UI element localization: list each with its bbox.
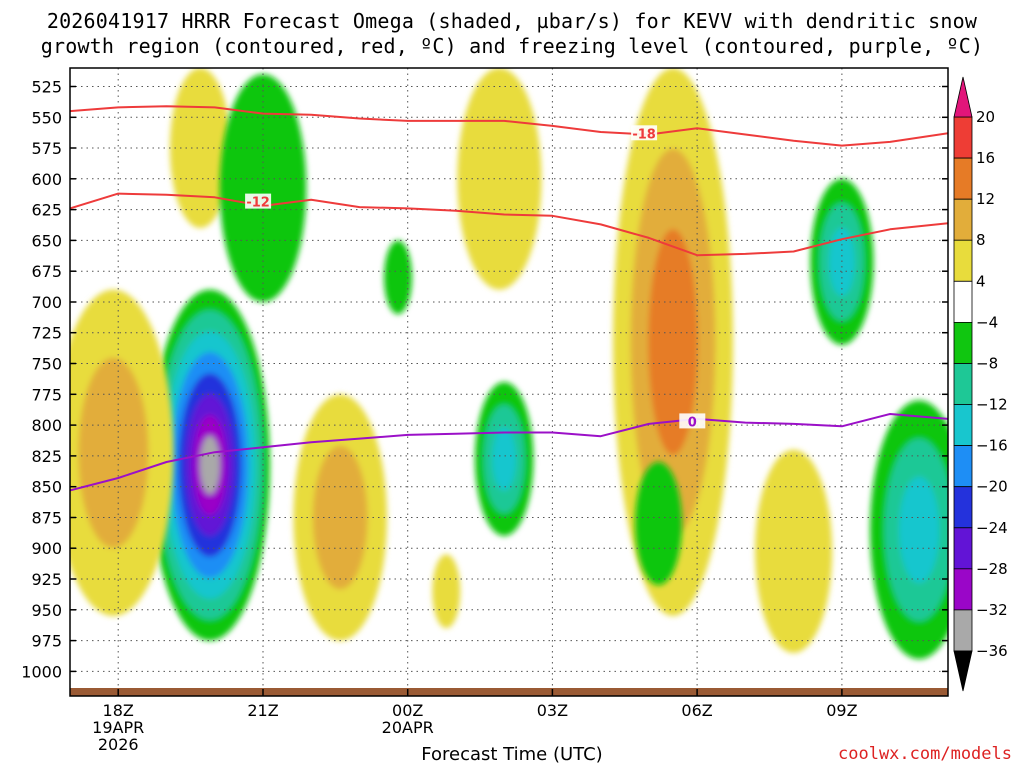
contour-line — [70, 105, 948, 147]
omega-feature — [219, 74, 307, 302]
colorbar-label: −4 — [976, 313, 998, 331]
colorbar-label: 8 — [976, 231, 986, 249]
contour-label: -12 — [246, 196, 270, 211]
chart-title-line-1: 2026041917 HRRR Forecast Omega (shaded, … — [46, 9, 978, 33]
y-tick-label: 975 — [31, 632, 62, 651]
colorbar-swatch — [953, 157, 973, 200]
y-tick-label: 1000 — [21, 662, 62, 681]
y-tick-label: 875 — [31, 509, 62, 528]
x-tick-label: 21Z — [247, 701, 278, 720]
y-tick-label: 725 — [31, 324, 62, 343]
colorbar-label: 12 — [976, 190, 995, 208]
contour-line — [70, 192, 948, 257]
omega-level — [432, 554, 461, 629]
plot-frame — [69, 67, 949, 697]
y-tick-label: 850 — [31, 478, 62, 497]
colorbar-swatch — [953, 363, 973, 405]
temperature-contours: -18 -12 0 — [70, 105, 948, 492]
y-axis: 525 550 575 600 625 650 675 700 725 750 775 800 825 8… — [21, 78, 948, 681]
colorbar: 20 16 12 8 4 −4 −8 −12 −16 −20 −24 −28 −32 −36 — [953, 76, 1008, 692]
omega-level — [648, 229, 698, 455]
x-tick-label: 06Z — [681, 701, 712, 720]
colorbar-label: −28 — [976, 560, 1008, 578]
x-tick-label: 09Z — [826, 701, 857, 720]
terrain-strip — [70, 688, 948, 696]
x-tick-label: 18Z — [103, 701, 134, 720]
colorbar-swatch — [953, 486, 973, 529]
omega-level — [78, 357, 149, 548]
omega-feature — [870, 400, 948, 660]
y-tick-label: 550 — [31, 108, 62, 127]
colorbar-swatch — [953, 568, 973, 611]
colorbar-swatch — [953, 445, 973, 488]
y-tick-label: 925 — [31, 570, 62, 589]
colorbar-label: 4 — [976, 272, 986, 290]
omega-level — [755, 449, 833, 653]
credit-link[interactable]: coolwx.com/models — [838, 744, 1012, 764]
y-tick-label: 950 — [31, 601, 62, 620]
chart-title-line-2: growth region (contoured, red, ºC) and f… — [40, 34, 984, 58]
x-tick-label: 20APR — [382, 718, 434, 737]
omega-level — [492, 427, 517, 491]
colorbar-swatch — [953, 527, 973, 570]
y-tick-label: 650 — [31, 231, 62, 250]
contour-label: 0 — [688, 415, 697, 430]
colorbar-label: −24 — [976, 519, 1008, 537]
colorbar-label: −12 — [976, 396, 1008, 414]
colorbar-arrow-top — [953, 76, 973, 118]
omega-feature — [432, 554, 461, 629]
colorbar-label: 16 — [976, 149, 995, 167]
colorbar-label: 20 — [976, 108, 995, 126]
colorbar-swatch — [953, 321, 973, 364]
omega-level — [199, 435, 220, 495]
contour-label-bg — [245, 193, 272, 209]
x-tick-label: 2026 — [98, 735, 139, 754]
colorbar-swatch — [953, 404, 973, 446]
y-tick-label: 575 — [31, 139, 62, 158]
omega-level — [219, 74, 307, 302]
y-tick-label: 900 — [31, 539, 62, 558]
omega-feature — [475, 382, 534, 536]
plot-gridlines — [70, 68, 948, 696]
colorbar-label: −32 — [976, 601, 1008, 619]
colorbar-arrow-bottom — [953, 650, 973, 692]
contour-label: -18 — [632, 127, 656, 142]
colorbar-swatch — [953, 280, 973, 323]
x-tick-label: 19APR — [92, 718, 144, 737]
y-tick-label: 825 — [31, 447, 62, 466]
colorbar-label: −20 — [976, 478, 1008, 496]
x-axis-label: Forecast Time (UTC) — [421, 744, 603, 765]
colorbar-label: −16 — [976, 437, 1008, 455]
y-tick-label: 800 — [31, 416, 62, 435]
y-tick-label: 675 — [31, 262, 62, 281]
colorbar-label: −36 — [976, 642, 1008, 660]
colorbar-swatch — [953, 116, 973, 159]
omega-level — [635, 461, 682, 586]
colorbar-label: −8 — [976, 355, 998, 373]
omega-feature — [70, 289, 174, 616]
omega-level — [898, 476, 940, 583]
colorbar-swatch — [953, 609, 973, 652]
omega-level — [384, 240, 412, 315]
contour-line — [70, 413, 948, 492]
y-tick-label: 525 — [31, 78, 62, 97]
omega-feature — [384, 240, 412, 315]
x-tick-label: 00Z — [392, 701, 423, 720]
omega-feature — [635, 461, 682, 586]
contour-label-bg — [679, 413, 706, 429]
y-tick-label: 775 — [31, 385, 62, 404]
omega-feature — [149, 289, 270, 641]
y-tick-label: 700 — [31, 293, 62, 312]
colorbar-swatch — [953, 198, 973, 241]
colorbar-swatch — [953, 239, 973, 282]
x-tick-label: 03Z — [537, 701, 568, 720]
y-tick-label: 625 — [31, 201, 62, 220]
y-tick-label: 750 — [31, 355, 62, 374]
contour-label-bg — [631, 125, 658, 141]
omega-feature — [755, 449, 833, 653]
y-tick-label: 600 — [31, 170, 62, 189]
